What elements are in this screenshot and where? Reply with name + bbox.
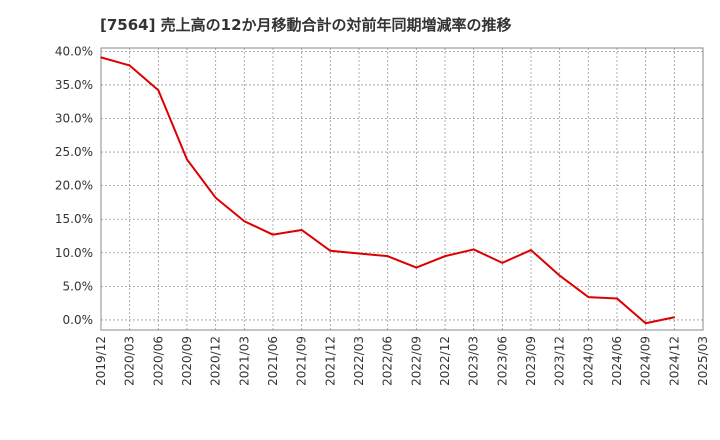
- y-tick-label: 20.0%: [55, 179, 93, 193]
- data-point: [444, 255, 446, 257]
- x-tick-label: 2021/03: [237, 336, 251, 386]
- x-tick-label: 2024/03: [581, 336, 595, 386]
- series-points: [100, 56, 676, 325]
- x-tick-label: 2021/12: [323, 336, 337, 386]
- x-tick-label: 2023/03: [467, 336, 481, 386]
- y-tick-label: 40.0%: [55, 44, 93, 58]
- x-tick-label: 2019/12: [94, 336, 108, 386]
- x-axis-ticks: 2019/12 2020/03 2020/06 2020/09 2020/12 2021/…: [94, 336, 710, 386]
- x-tick-label: 2024/06: [610, 336, 624, 386]
- data-point: [530, 249, 532, 251]
- data-point: [358, 252, 360, 255]
- data-point: [186, 158, 188, 161]
- x-tick-label: 2020/12: [209, 336, 223, 386]
- plot-frame: [100, 47, 704, 331]
- x-tick-label: 2022/06: [381, 336, 395, 386]
- x-tick-label: 2020/03: [123, 336, 137, 386]
- y-tick-label: 35.0%: [55, 78, 93, 92]
- data-point: [386, 255, 389, 257]
- y-tick-label: 5.0%: [63, 279, 94, 293]
- data-point: [415, 266, 418, 269]
- chart-title: [7564] 売上高の12か月移動合計の対前年同期増減率の推移: [100, 16, 512, 34]
- x-tick-label: 2023/12: [553, 336, 567, 386]
- data-point: [243, 220, 246, 223]
- y-tick-label: 10.0%: [55, 246, 93, 260]
- data-point: [587, 296, 590, 298]
- data-point: [214, 196, 217, 199]
- x-tick-label: 2024/12: [667, 336, 681, 386]
- x-tick-label: 2020/06: [151, 336, 165, 386]
- x-tick-label: 2023/09: [524, 336, 538, 386]
- y-tick-label: 25.0%: [55, 145, 93, 159]
- grid-lines: [101, 48, 703, 330]
- data-point: [472, 248, 475, 251]
- x-tick-label: 2021/09: [295, 336, 309, 386]
- data-point: [329, 249, 332, 252]
- data-point: [157, 89, 160, 92]
- x-tick-label: 2023/06: [495, 336, 509, 386]
- y-tick-label: 30.0%: [55, 112, 93, 126]
- data-point: [673, 316, 676, 319]
- y-tick-label: 0.0%: [63, 313, 94, 327]
- x-tick-label: 2022/12: [438, 336, 452, 386]
- x-tick-label: 2025/03: [696, 336, 710, 386]
- data-point: [644, 322, 647, 325]
- data-point: [558, 274, 561, 277]
- data-point: [272, 233, 274, 236]
- y-axis-ticks: 40.0% 35.0% 30.0% 25.0% 20.0% 15.0% 10.0% 5.0% 0…: [55, 44, 93, 327]
- x-tick-label: 2022/03: [352, 336, 366, 386]
- data-point: [501, 262, 504, 264]
- data-point: [616, 297, 618, 300]
- data-point: [100, 56, 102, 59]
- y-tick-label: 15.0%: [55, 212, 93, 226]
- x-tick-label: 2020/09: [180, 336, 194, 386]
- x-tick-label: 2021/06: [266, 336, 280, 386]
- x-tick-label: 2022/09: [409, 336, 423, 386]
- data-point: [128, 64, 131, 67]
- data-point: [300, 229, 303, 231]
- x-tick-label: 2024/09: [639, 336, 653, 386]
